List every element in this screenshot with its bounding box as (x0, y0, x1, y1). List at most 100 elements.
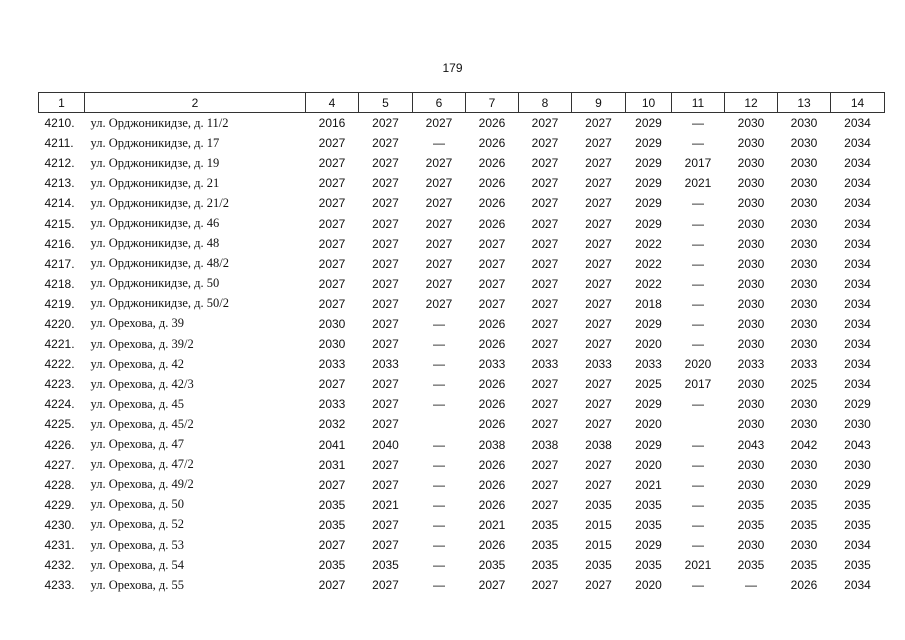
year-cell: 2030 (790, 196, 818, 211)
year-cell: 2022 (635, 236, 662, 251)
address-cell: ул. Орехова, д. 49/2 (90, 477, 194, 492)
table-row: 4227. ул. Орехова, д. 47/2 2031 2027 — 2026 20… (39, 455, 885, 475)
year-cell: 2029 (635, 397, 662, 412)
year-cell: 2017 (684, 377, 712, 392)
year-cell: 2027 (372, 457, 399, 472)
year-cell: 2035 (372, 558, 399, 573)
header-cell: 6 (412, 92, 466, 113)
address-cell: ул. Орджоникидзе, д. 48/2 (90, 256, 229, 271)
year-cell: 2027 (585, 216, 612, 231)
year-cell: 2025 (635, 377, 662, 392)
year-cell: — (692, 136, 704, 151)
header-cell: 13 (777, 92, 831, 113)
year-cell: 2030 (790, 316, 818, 331)
header-cell: 4 (305, 92, 359, 113)
year-cell: 2035 (531, 517, 559, 532)
year-cell: 2027 (372, 116, 399, 131)
year-cell: 2027 (585, 417, 612, 432)
year-cell: 2015 (585, 517, 612, 532)
year-cell: 2027 (531, 417, 559, 432)
row-number: 4211. (44, 136, 74, 151)
table-row: 4213. ул. Орджоникидзе, д. 21 2027 2027 2027… (39, 173, 885, 193)
table-row: 4224. ул. Орехова, д. 45 2033 2027 — 2026 2027… (39, 394, 885, 414)
year-cell: 2026 (790, 578, 818, 593)
year-cell: 2022 (635, 256, 662, 271)
year-cell: 2027 (531, 116, 559, 131)
year-cell: 2030 (737, 236, 765, 251)
year-cell: 2030 (844, 417, 871, 432)
year-cell: 2034 (844, 176, 871, 191)
year-cell: — (692, 397, 704, 412)
year-cell: 2027 (478, 578, 506, 593)
year-cell: — (433, 578, 445, 593)
data-table: 1 2 4 5 6 7 8 9 10 11 12 13 14 4210. ул. Орджоникидзе… (38, 92, 885, 595)
header-cell: 2 (84, 92, 306, 113)
address-cell: ул. Орехова, д. 52 (90, 517, 185, 532)
year-cell: 2029 (635, 216, 662, 231)
row-number: 4217. (44, 256, 75, 271)
address-cell: ул. Орджоникидзе, д. 17 (90, 135, 220, 150)
year-cell: 2025 (790, 377, 818, 392)
year-cell: 2030 (318, 337, 346, 352)
year-cell: 2032 (318, 417, 346, 432)
year-cell: 2035 (531, 558, 559, 573)
year-cell: 2034 (844, 337, 871, 352)
year-cell: 2027 (585, 578, 612, 593)
year-cell: 2030 (790, 256, 818, 271)
year-cell: 2029 (844, 397, 871, 412)
year-cell: 2027 (372, 517, 399, 532)
table-row: 4220. ул. Орехова, д. 39 2030 2027 — 2026 2027… (39, 314, 885, 334)
address-cell: ул. Орехова, д. 42/3 (90, 376, 194, 391)
year-cell: 2020 (635, 417, 662, 432)
year-cell: 2027 (425, 276, 453, 291)
table-row: 4226. ул. Орехова, д. 47 2041 2040 — 2038 2038… (39, 435, 885, 455)
year-cell: 2030 (790, 296, 818, 311)
year-cell: 2027 (585, 377, 612, 392)
header-cell: 8 (518, 92, 572, 113)
page-number: 179 (442, 61, 463, 75)
year-cell: 2027 (531, 477, 559, 492)
row-number: 4218. (44, 276, 75, 291)
year-cell: 2035 (318, 558, 346, 573)
year-cell: 2043 (844, 437, 871, 452)
year-cell: 2033 (318, 357, 346, 372)
year-cell: 2026 (478, 457, 506, 472)
header-cell: 5 (358, 92, 413, 113)
year-cell: 2027 (531, 457, 559, 472)
year-cell: 2027 (531, 397, 559, 412)
year-cell: 2033 (790, 357, 818, 372)
table-row: 4229. ул. Орехова, д. 50 2035 2021 — 2026 2027… (39, 495, 885, 515)
year-cell: 2026 (478, 176, 506, 191)
year-cell: 2033 (478, 357, 506, 372)
year-cell: 2030 (790, 116, 818, 131)
row-number: 4222. (44, 357, 75, 372)
year-cell: — (692, 437, 704, 452)
year-cell: 2015 (585, 538, 612, 553)
year-cell: — (433, 457, 445, 472)
year-cell: 2030 (844, 457, 871, 472)
address-cell: ул. Орехова, д. 47 (90, 437, 185, 452)
year-cell: 2027 (531, 276, 559, 291)
year-cell: 2030 (737, 176, 765, 191)
address-cell: ул. Орджоникидзе, д. 48 (90, 236, 220, 251)
year-cell: 2027 (585, 136, 612, 151)
row-number: 4226. (44, 437, 75, 452)
year-cell: 2035 (585, 558, 612, 573)
year-cell: 2030 (790, 136, 818, 151)
year-cell: — (692, 256, 704, 271)
year-cell: 2027 (372, 538, 399, 553)
address-cell: ул. Орехова, д. 54 (90, 557, 185, 572)
year-cell: — (433, 316, 445, 331)
year-cell: 2027 (372, 196, 399, 211)
header-cell: 14 (830, 92, 885, 113)
year-cell: 2030 (737, 457, 765, 472)
year-cell: — (433, 136, 445, 151)
year-cell: 2030 (737, 276, 765, 291)
year-cell: 2030 (737, 116, 765, 131)
year-cell: 2040 (372, 437, 399, 452)
year-cell: 2027 (318, 136, 346, 151)
year-cell: 2027 (372, 256, 399, 271)
table-row: 4215. ул. Орджоникидзе, д. 46 2027 2027 2027… (39, 213, 885, 233)
year-cell: 2038 (478, 437, 506, 452)
year-cell: 2027 (372, 377, 399, 392)
